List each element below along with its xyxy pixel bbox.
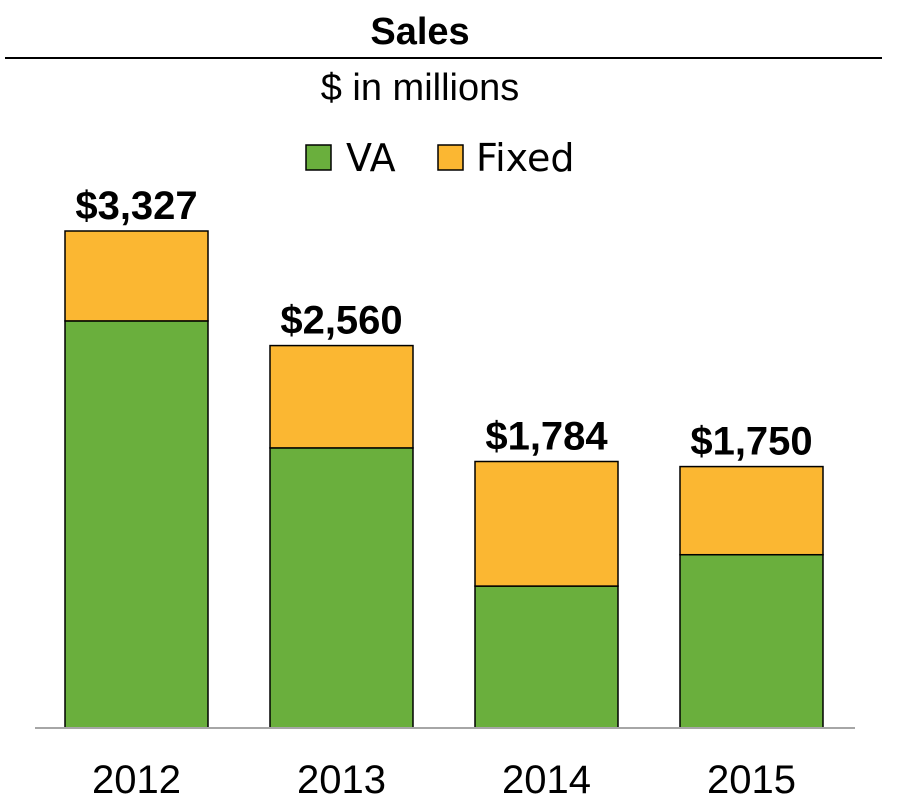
legend-swatch-va: [305, 144, 332, 171]
bar-va-2013: [269, 447, 414, 729]
total-label-2014: $1,784: [485, 414, 608, 458]
x-tick-labels-group: 2012 2013 2014 2015: [92, 758, 796, 802]
total-labels-group: $3,327 $2,560 $1,784 $1,750: [75, 184, 812, 464]
x-tick-label-2013: 2013: [297, 758, 386, 802]
chart-title: Sales: [370, 11, 469, 53]
legend-swatch-fixed: [437, 144, 464, 171]
legend-label-va: VA: [346, 136, 396, 180]
total-label-2013: $2,560: [280, 299, 402, 343]
x-tick-label-2012: 2012: [92, 758, 181, 802]
bar-fixed-2013: [269, 344, 414, 449]
x-tick-label-2015: 2015: [707, 758, 796, 802]
total-label-2015: $1,750: [690, 420, 812, 464]
bars-group: [64, 230, 824, 729]
total-label-2012: $3,327: [75, 184, 197, 228]
bar-fixed-2014: [474, 460, 619, 587]
bar-fixed-2012: [64, 230, 209, 322]
legend: VA Fixed: [305, 136, 574, 180]
bar-fixed-2015: [679, 465, 824, 556]
bar-va-2015: [679, 553, 824, 729]
chart-subtitle: $ in millions: [321, 67, 520, 109]
x-tick-label-2014: 2014: [502, 758, 591, 802]
legend-label-fixed: Fixed: [476, 136, 574, 180]
bar-va-2012: [64, 320, 209, 729]
bar-va-2014: [474, 585, 619, 729]
